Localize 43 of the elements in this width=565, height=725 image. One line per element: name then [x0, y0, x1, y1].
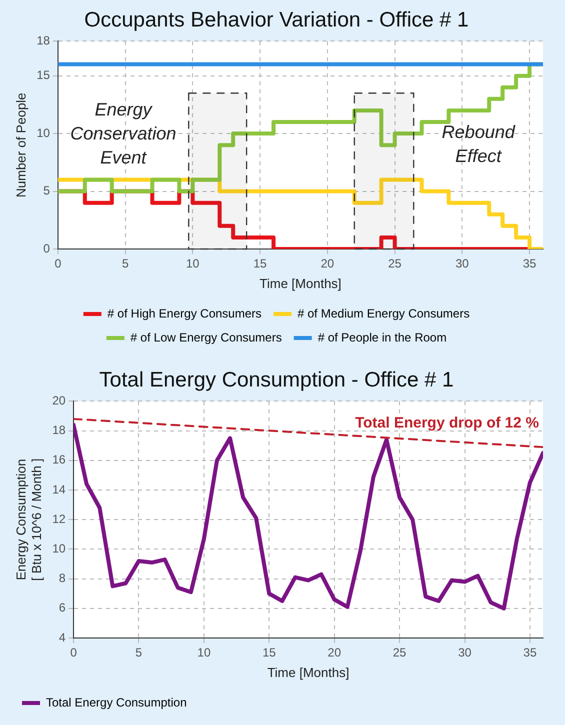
band-label: Energy Conservation Event: [70, 100, 176, 168]
y-axis-title: Energy Consumption [ Btu x 10^6 / Month ]: [13, 458, 44, 581]
y-tick-label: 10: [36, 126, 50, 140]
x-tick-label: 5: [122, 256, 129, 271]
x-tick-label: 15: [262, 646, 276, 660]
x-tick-label: 10: [186, 256, 200, 271]
y-axis-title: Number of People: [13, 92, 28, 198]
legend-label: Total Energy Consumption: [46, 695, 187, 710]
x-tick-label: 30: [455, 256, 470, 271]
chart-title: Occupants Behavior Variation - Office # 1: [84, 8, 469, 32]
y-tick-label: 10: [52, 542, 66, 556]
y-tick-label: 6: [58, 600, 66, 615]
y-tick-label: 12: [52, 512, 66, 526]
x-tick-label: 20: [320, 256, 334, 271]
y-tick-label: 16: [52, 452, 66, 467]
y-tick-label: 20: [52, 394, 66, 408]
x-tick-label: 25: [388, 256, 402, 271]
y-tick-label: 0: [43, 241, 50, 256]
y-tick-label: 5: [43, 184, 50, 198]
y-tick-label: 4: [58, 630, 66, 644]
x-tick-label: 25: [392, 646, 407, 660]
x-tick-label: 0: [70, 646, 78, 660]
x-axis-title: Time [Months]: [260, 276, 342, 291]
x-tick-label: 35: [522, 256, 537, 271]
x-tick-label: 15: [253, 256, 268, 271]
y-tick-label: 8: [58, 571, 66, 586]
y-tick-label: 14: [52, 482, 66, 496]
annotation: Total Energy drop of 12 %: [355, 414, 539, 432]
x-tick-label: 30: [458, 646, 472, 660]
x-tick-label: 20: [328, 646, 342, 660]
y-tick-label: 18: [36, 34, 50, 48]
x-tick-label: 35: [523, 646, 537, 660]
band-label: Rebound Effect: [442, 122, 516, 166]
x-tick-label: 5: [135, 646, 142, 660]
legend-label: # of Low Energy Consumers: [130, 330, 282, 344]
chart-title: Total Energy Consumption - Office # 1: [99, 368, 454, 392]
legend-label: # of High Energy Consumers: [107, 306, 262, 320]
y-tick-label: 15: [36, 68, 50, 82]
x-tick-label: 10: [197, 646, 211, 660]
x-axis-title: Time [Months]: [267, 664, 350, 680]
legend-label: # of Medium Energy Consumers: [298, 306, 470, 320]
legend-label: # of People in the Room: [318, 330, 447, 344]
y-tick-label: 18: [52, 423, 66, 438]
